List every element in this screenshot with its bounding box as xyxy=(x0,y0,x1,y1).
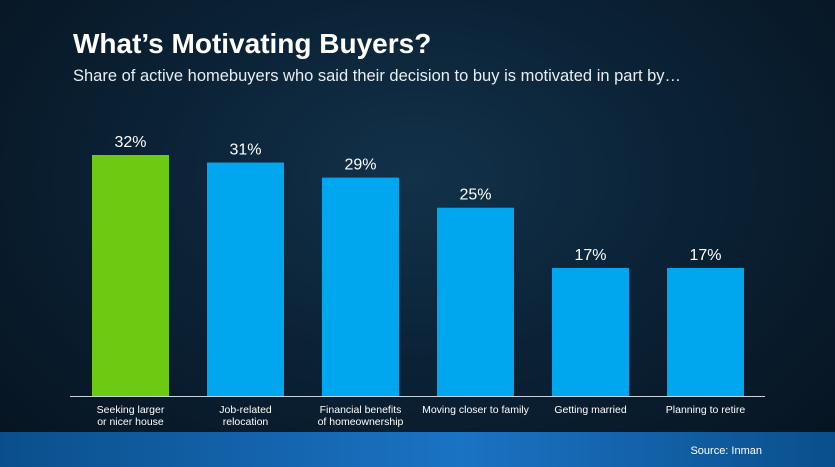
category-label-6: Planning to retire xyxy=(666,404,746,416)
chart-title: What’s Motivating Buyers? xyxy=(73,28,432,59)
bar-2 xyxy=(207,162,284,396)
bar-6 xyxy=(667,267,744,396)
bar-4 xyxy=(437,207,514,396)
chart-subtitle: Share of active homebuyers who said thei… xyxy=(73,67,682,85)
value-label-3: 29% xyxy=(344,157,376,174)
category-label-4: Moving closer to family xyxy=(422,404,530,416)
value-label-1: 32% xyxy=(114,134,146,151)
value-label-2: 31% xyxy=(229,142,261,159)
bars-group xyxy=(92,155,744,396)
bar-3 xyxy=(322,177,399,396)
category-label-5: Getting married xyxy=(554,404,627,416)
labels-group: 32% Seeking larger or nicer house 31% Job-re… xyxy=(97,134,746,428)
value-label-4: 25% xyxy=(459,187,491,204)
value-label-6: 17% xyxy=(689,247,721,264)
footer-band xyxy=(0,432,835,467)
bar-5 xyxy=(552,267,629,396)
category-label-3: Financial benefits of homeownership xyxy=(318,404,404,428)
category-label-2: Job-related relocation xyxy=(219,404,272,428)
source-label: Source: Inman xyxy=(690,445,762,457)
category-label-1: Seeking larger or nicer house xyxy=(97,404,165,428)
bar-1 xyxy=(92,155,169,396)
value-label-5: 17% xyxy=(574,247,606,264)
